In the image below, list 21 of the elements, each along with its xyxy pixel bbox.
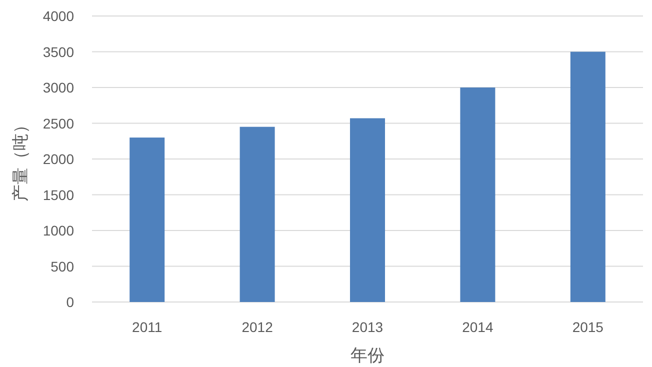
bar bbox=[350, 118, 385, 302]
y-tick-label: 500 bbox=[50, 258, 74, 274]
bar bbox=[460, 88, 496, 302]
y-tick-label: 2000 bbox=[42, 151, 74, 167]
x-tick-label: 2015 bbox=[572, 319, 604, 335]
y-tick-label: 0 bbox=[66, 294, 74, 310]
y-axis-title: 产量（吨） bbox=[11, 116, 30, 202]
y-tick-label: 1000 bbox=[42, 222, 74, 238]
x-tick-label: 2012 bbox=[242, 319, 274, 335]
y-tick-label: 3000 bbox=[42, 80, 74, 96]
x-axis-title: 年份 bbox=[350, 346, 384, 365]
x-tick-label: 2013 bbox=[352, 319, 384, 335]
bar bbox=[570, 52, 606, 302]
y-tick-label: 3500 bbox=[42, 44, 74, 60]
x-tick-label: 2014 bbox=[462, 319, 494, 335]
x-tick-label: 2011 bbox=[132, 319, 162, 335]
bar bbox=[130, 138, 165, 302]
bar bbox=[240, 126, 275, 302]
y-tick-label: 4000 bbox=[42, 8, 74, 24]
y-tick-label: 2500 bbox=[42, 115, 74, 132]
y-tick-label: 1500 bbox=[42, 186, 74, 203]
